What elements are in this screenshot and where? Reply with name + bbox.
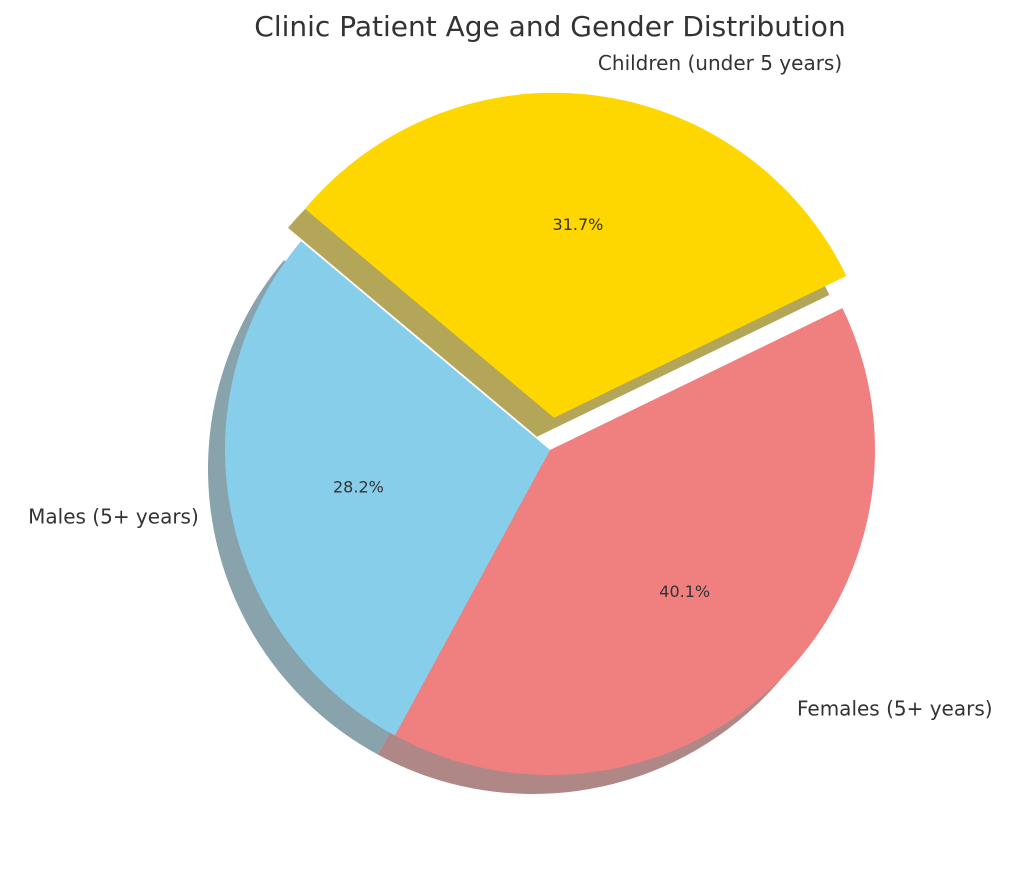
pie-slice-1 [225,241,551,736]
pie-slice-2 [395,308,875,775]
slice-percent-label: 40.1% [659,582,710,601]
slice-label: Children (under 5 years) [598,51,842,75]
slice-label: Males (5+ years) [28,505,199,529]
slice-percent-label: 28.2% [333,477,384,496]
pie-slice-3 [305,92,847,418]
chart-title: Clinic Patient Age and Gender Distributi… [254,10,845,43]
slice-percent-label: 31.7% [553,215,604,234]
slice-layer [225,92,875,775]
label-layer: Males (5+ years) 28.2% Females (5+ years) 4… [28,51,992,721]
slice-label: Females (5+ years) [797,696,993,720]
